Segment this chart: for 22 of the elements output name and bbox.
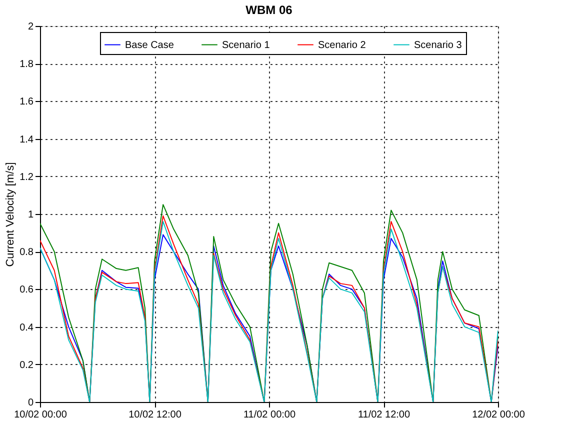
y-tick-label: 1.8 (20, 59, 34, 70)
legend-label: Scenario 1 (222, 40, 270, 51)
y-axis-title: Current Velocity [m/s] (4, 162, 17, 267)
y-tick-label: 1.4 (20, 134, 34, 146)
y-tick-label: 1 (28, 210, 34, 220)
y-tick-label: 0.6 (20, 284, 34, 296)
chart-title: WBM 06 (246, 3, 293, 17)
y-tick-label: 0.4 (20, 322, 34, 334)
x-tick-label: 10/02 00:00 (14, 410, 68, 420)
legend-label: Scenario 3 (414, 40, 462, 51)
y-tick-label: 0 (28, 398, 34, 408)
y-tick-label: 1.6 (20, 96, 34, 108)
legend-label: Scenario 2 (318, 40, 366, 51)
x-tick-label: 11/02 00:00 (243, 410, 296, 420)
y-tick-label: 1.2 (20, 172, 34, 183)
x-tick-label: 10/02 12:00 (128, 410, 182, 420)
x-tick-label: 11/02 12:00 (358, 410, 410, 420)
y-tick-label: 0.8 (20, 247, 34, 258)
y-tick-label: 0.2 (20, 360, 34, 371)
y-tick-label: 2 (28, 22, 34, 32)
legend-label: Base Case (125, 40, 174, 51)
x-tick-label: 12/02 00:00 (472, 410, 526, 420)
